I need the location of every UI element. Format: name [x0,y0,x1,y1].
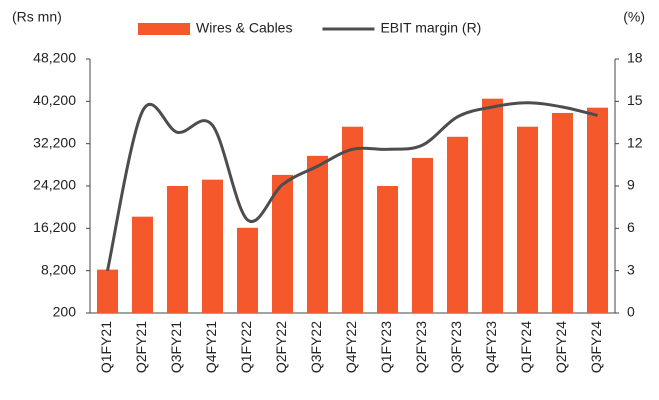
y2-tick-label: 0 [627,304,635,320]
x-tick-label: Q3FY22 [308,321,324,373]
x-tick-label: Q1FY22 [238,321,254,373]
bar [447,136,468,313]
x-tick-label: Q2FY23 [413,321,429,373]
bar [552,112,573,313]
bar [587,107,608,313]
y-tick-label: 40,200 [33,92,76,108]
bar [202,179,223,313]
y2-axis-label: (%) [623,9,645,25]
y2-tick-label: 6 [627,219,635,235]
bar [97,269,118,313]
y2-tick-label: 15 [627,92,643,108]
y2-tick-label: 9 [627,177,635,193]
bar [307,155,328,313]
y-tick-label: 200 [53,304,77,320]
y-tick-label: 16,200 [33,219,76,235]
y2-tick-label: 12 [627,134,643,150]
legend-label: Wires & Cables [196,20,292,36]
x-tick-label: Q3FY23 [448,321,464,373]
y-tick-label: 48,200 [33,50,76,66]
y-tick-label: 24,200 [33,177,76,193]
bar [517,126,538,313]
x-tick-label: Q3FY24 [588,321,604,373]
y2-tick-label: 3 [627,261,635,277]
x-tick-label: Q1FY21 [98,321,114,373]
y2-tick-label: 18 [627,50,643,66]
x-tick-label: Q2FY24 [553,321,569,373]
bar [272,174,293,313]
y-tick-label: 8,200 [41,261,76,277]
bar [132,216,153,313]
x-tick-label: Q1FY24 [518,321,534,373]
bar [377,186,398,313]
y-tick-label: 32,200 [33,134,76,150]
line [106,101,598,271]
x-tick-label: Q3FY21 [168,321,184,373]
x-tick-label: Q4FY21 [203,321,219,373]
y-axis-label: (Rs mn) [12,9,62,25]
legend-label: EBIT margin (R) [380,20,481,36]
bar [237,227,258,313]
x-tick-label: Q1FY23 [378,321,394,373]
bar [482,98,503,313]
bar [412,157,433,313]
x-tick-label: Q2FY22 [273,321,289,373]
bar [167,186,188,313]
x-tick-label: Q2FY21 [133,321,149,373]
x-tick-label: Q4FY23 [483,321,499,373]
x-tick-label: Q4FY22 [343,321,359,373]
legend-swatch [138,23,190,35]
bar [342,126,363,313]
